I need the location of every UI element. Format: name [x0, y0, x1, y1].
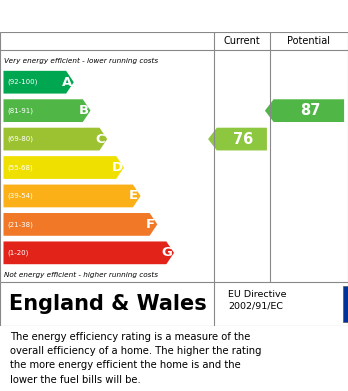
Text: Very energy efficient - lower running costs: Very energy efficient - lower running co…	[4, 57, 158, 64]
Polygon shape	[265, 99, 344, 122]
Polygon shape	[3, 185, 141, 207]
Polygon shape	[3, 128, 107, 151]
Text: A: A	[62, 76, 72, 89]
Text: (69-80): (69-80)	[8, 136, 34, 142]
Bar	[343, 286, 348, 322]
Text: 76: 76	[234, 132, 254, 147]
Polygon shape	[3, 156, 124, 179]
Text: C: C	[95, 133, 105, 145]
Text: EU Directive
2002/91/EC: EU Directive 2002/91/EC	[228, 290, 286, 311]
Polygon shape	[3, 213, 157, 236]
Text: 87: 87	[300, 103, 321, 118]
Polygon shape	[208, 128, 267, 151]
Text: Potential: Potential	[287, 36, 330, 46]
Text: Not energy efficient - higher running costs: Not energy efficient - higher running co…	[4, 271, 158, 278]
Text: (92-100): (92-100)	[8, 79, 38, 86]
Text: Current: Current	[223, 36, 260, 46]
Text: (21-38): (21-38)	[8, 221, 33, 228]
Text: G: G	[162, 246, 173, 259]
Text: (81-91): (81-91)	[8, 108, 34, 114]
Text: England & Wales: England & Wales	[9, 294, 206, 314]
Text: Energy Efficiency Rating: Energy Efficiency Rating	[9, 9, 230, 24]
Text: (55-68): (55-68)	[8, 164, 33, 171]
Text: (1-20): (1-20)	[8, 249, 29, 256]
Text: F: F	[146, 218, 155, 231]
Text: B: B	[79, 104, 89, 117]
Text: E: E	[129, 190, 138, 203]
Polygon shape	[3, 71, 74, 93]
Text: (39-54): (39-54)	[8, 193, 33, 199]
Polygon shape	[3, 242, 174, 264]
Polygon shape	[3, 99, 90, 122]
Text: The energy efficiency rating is a measure of the
overall efficiency of a home. T: The energy efficiency rating is a measur…	[10, 332, 262, 385]
Text: D: D	[111, 161, 122, 174]
